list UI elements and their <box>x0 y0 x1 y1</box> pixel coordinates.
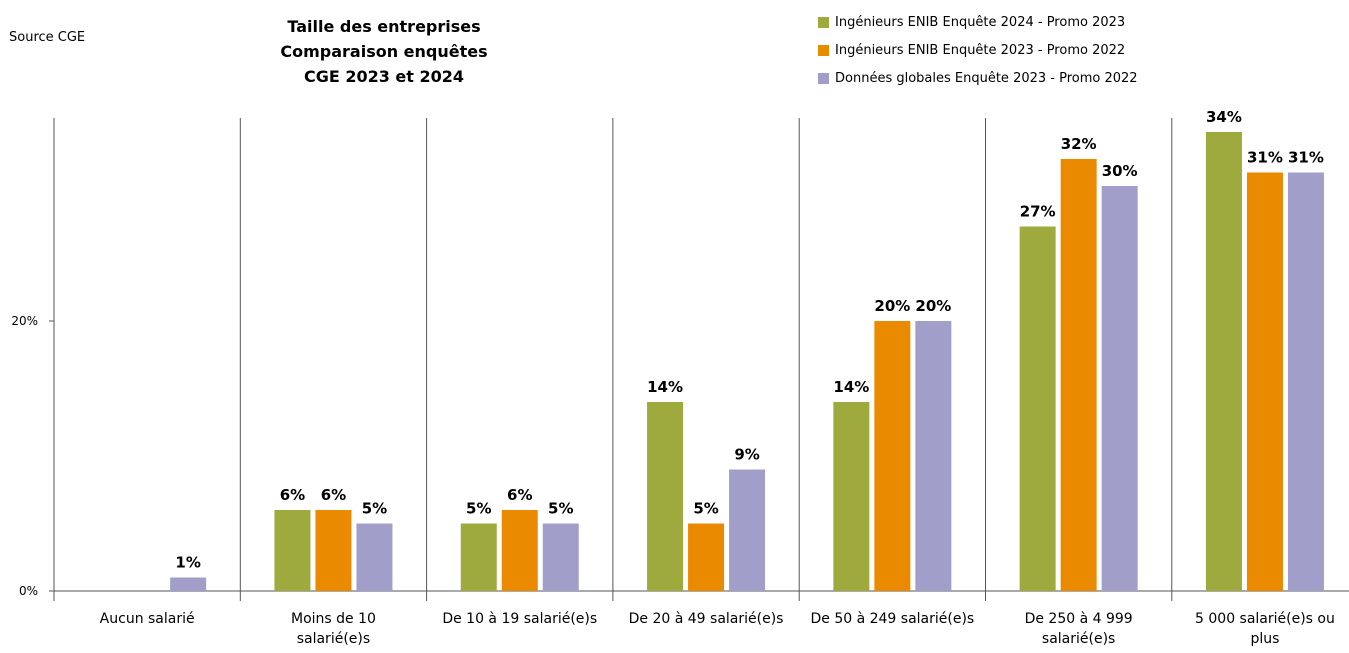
data-label: 32% <box>1061 135 1097 153</box>
bar <box>542 523 579 591</box>
data-label: 9% <box>734 446 759 464</box>
y-tick-label: 20% <box>11 314 38 328</box>
data-label: 20% <box>915 297 951 315</box>
data-label: 14% <box>833 378 869 396</box>
bar <box>874 321 911 591</box>
bar <box>1287 172 1324 591</box>
data-label: 6% <box>280 486 305 504</box>
legend-item-global-2023: Données globales Enquête 2023 - Promo 20… <box>818 64 1138 92</box>
y-tick-label: 0% <box>19 584 38 598</box>
x-tick-label: De 10 à 19 salarié(e)s <box>442 611 597 627</box>
data-label: 6% <box>507 486 532 504</box>
x-tick-label: De 20 à 49 salarié(e)s <box>629 611 784 627</box>
chart-title-line: Taille des entreprises <box>287 17 481 36</box>
data-label: 31% <box>1288 149 1324 167</box>
bar <box>1019 226 1056 591</box>
bar <box>1101 186 1138 591</box>
x-tick-label: Moins de 10 <box>291 611 376 627</box>
bar <box>460 523 497 591</box>
data-label: 5% <box>466 500 491 518</box>
bar <box>1246 172 1283 591</box>
bar <box>915 321 952 591</box>
data-label: 34% <box>1206 108 1242 126</box>
bar <box>1060 159 1097 591</box>
bar <box>1205 132 1242 591</box>
x-tick-label: Aucun salarié <box>100 611 195 627</box>
legend-label: Données globales Enquête 2023 - Promo 20… <box>835 70 1138 86</box>
data-label: 30% <box>1102 162 1138 180</box>
bar <box>647 402 684 591</box>
data-label: 5% <box>548 500 573 518</box>
data-label: 14% <box>647 378 683 396</box>
data-label: 5% <box>693 500 718 518</box>
bar <box>274 510 311 591</box>
bar <box>356 523 393 591</box>
x-tick-label: salarié(e)s <box>1042 631 1115 647</box>
x-tick-label: plus <box>1250 631 1279 647</box>
source-label: Source CGE <box>9 30 86 45</box>
chart-title-line: CGE 2023 et 2024 <box>303 67 465 86</box>
legend-label: Ingénieurs ENIB Enquête 2023 - Promo 202… <box>835 42 1126 58</box>
bar <box>688 523 725 591</box>
bar <box>833 402 870 591</box>
data-label: 27% <box>1020 203 1056 221</box>
x-tick-label: De 50 à 249 salarié(e)s <box>810 611 974 627</box>
x-tick-label: salarié(e)s <box>297 631 370 647</box>
bar <box>170 577 207 591</box>
bar <box>729 469 766 591</box>
chart-legend: Ingénieurs ENIB Enquête 2024 - Promo 202… <box>818 8 1138 92</box>
chart-title: Taille des entreprises Comparaison enquê… <box>234 14 534 89</box>
data-label: 1% <box>175 554 200 572</box>
legend-item-enib-2024: Ingénieurs ENIB Enquête 2024 - Promo 202… <box>818 8 1138 36</box>
data-label: 31% <box>1247 149 1283 167</box>
legend-label: Ingénieurs ENIB Enquête 2024 - Promo 202… <box>835 14 1126 30</box>
data-label: 20% <box>874 297 910 315</box>
legend-swatch <box>818 72 829 84</box>
x-tick-label: 5 000 salarié(e)s ou <box>1195 611 1335 627</box>
data-label: 5% <box>362 500 387 518</box>
x-tick-label: De 250 à 4 999 <box>1025 611 1133 627</box>
legend-item-enib-2023: Ingénieurs ENIB Enquête 2023 - Promo 202… <box>818 36 1138 64</box>
legend-swatch <box>818 16 829 28</box>
data-label: 6% <box>321 486 346 504</box>
legend-swatch <box>818 44 829 56</box>
chart-title-line: Comparaison enquêtes <box>280 42 488 61</box>
bar <box>501 510 538 591</box>
bar <box>315 510 352 591</box>
